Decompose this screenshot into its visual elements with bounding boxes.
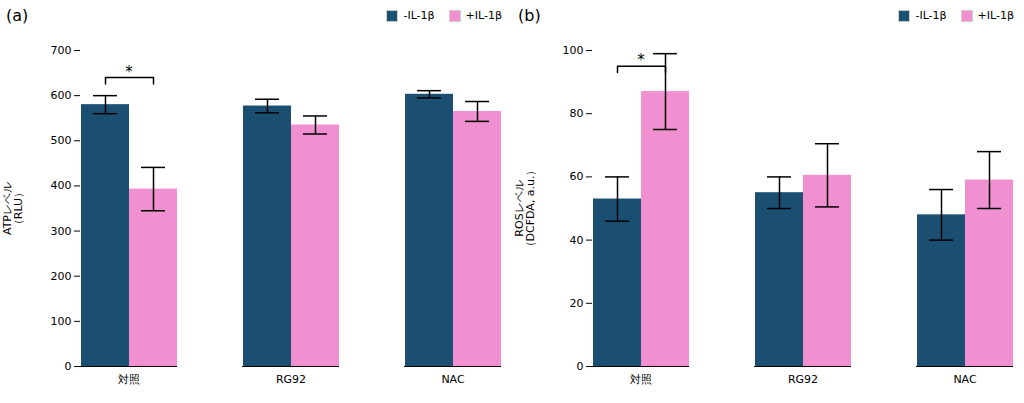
- svg-text:400: 400: [51, 179, 72, 192]
- svg-text:NAC: NAC: [441, 373, 465, 386]
- html-text:-IL-1β: -IL-1β: [403, 8, 435, 22]
- svg-text:100: 100: [51, 315, 72, 328]
- svg-text:RG92: RG92: [276, 373, 306, 386]
- svg-text:200: 200: [51, 270, 72, 283]
- svg-text:600: 600: [51, 89, 72, 102]
- svg-text:対照: 対照: [630, 373, 652, 386]
- svg-text:500: 500: [51, 134, 72, 147]
- svg-text:20: 20: [570, 297, 584, 310]
- html-text:-IL-1β: -IL-1β: [915, 8, 947, 22]
- html-text:(b): (b): [518, 5, 541, 25]
- html-text:+IL-1β: +IL-1β: [977, 8, 1014, 22]
- svg-text:100: 100: [563, 44, 584, 57]
- svg-text:0: 0: [65, 360, 72, 373]
- svg-text:ROSレベル（DCFDA, a.u.）: ROSレベル（DCFDA, a.u.）: [513, 165, 537, 253]
- svg-text:*: *: [125, 63, 133, 81]
- svg-text:40: 40: [570, 234, 584, 247]
- svg-text:RG92: RG92: [788, 373, 818, 386]
- svg-text:60: 60: [570, 170, 584, 183]
- svg-text:0: 0: [577, 360, 584, 373]
- svg-text:対照: 対照: [118, 373, 140, 386]
- svg-text:NAC: NAC: [953, 373, 977, 386]
- svg-text:300: 300: [51, 225, 72, 238]
- svg-text:ATPレベル（RLU）: ATPレベル（RLU）: [1, 182, 25, 235]
- svg-text:*: *: [637, 51, 645, 69]
- html-text:+IL-1β: +IL-1β: [465, 8, 502, 22]
- svg-text:700: 700: [51, 44, 72, 57]
- html-text:(a): (a): [6, 5, 29, 25]
- svg-text:80: 80: [570, 107, 584, 120]
